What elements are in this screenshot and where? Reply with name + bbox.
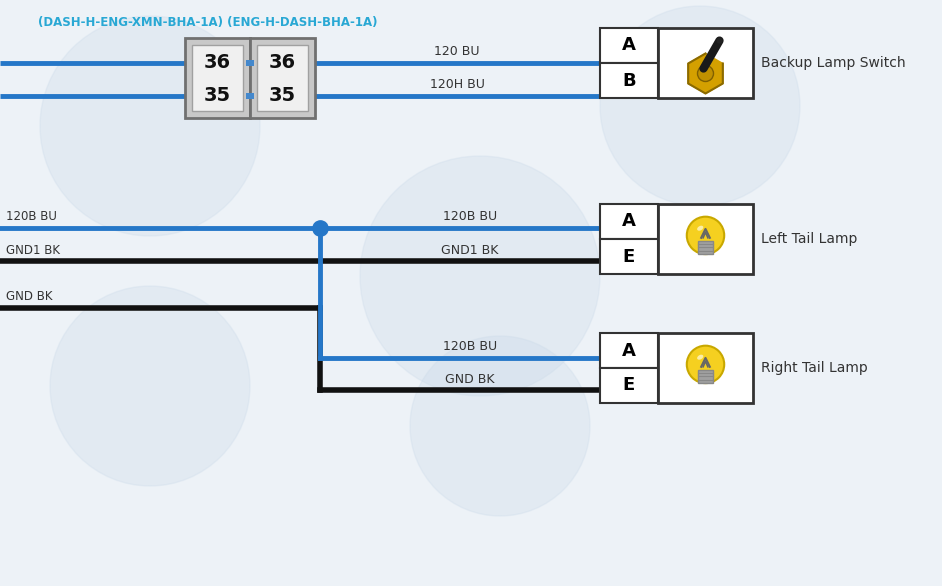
Bar — [257, 45, 308, 111]
Bar — [250, 38, 315, 118]
Circle shape — [50, 286, 250, 486]
Circle shape — [687, 217, 724, 254]
Bar — [600, 239, 658, 274]
Text: A: A — [622, 213, 636, 230]
Circle shape — [360, 156, 600, 396]
Text: Left Tail Lamp: Left Tail Lamp — [761, 232, 857, 246]
Text: E: E — [623, 247, 635, 265]
Text: GND1 BK: GND1 BK — [6, 244, 60, 257]
Circle shape — [40, 16, 260, 236]
Bar — [658, 204, 753, 274]
Polygon shape — [689, 53, 723, 94]
Bar — [600, 63, 658, 98]
Text: E: E — [623, 376, 635, 394]
Text: 120B BU: 120B BU — [443, 340, 497, 353]
Text: A: A — [622, 342, 636, 359]
Text: B: B — [622, 71, 636, 90]
Text: GND1 BK: GND1 BK — [441, 244, 498, 257]
Text: 35: 35 — [268, 86, 296, 105]
Text: GND BK: GND BK — [6, 290, 53, 303]
Bar — [185, 38, 250, 118]
Bar — [600, 28, 658, 63]
Circle shape — [600, 6, 800, 206]
Text: 120B BU: 120B BU — [443, 210, 497, 223]
Text: Backup Lamp Switch: Backup Lamp Switch — [761, 56, 905, 70]
Text: GND BK: GND BK — [446, 373, 495, 386]
Text: 35: 35 — [203, 86, 231, 105]
Text: 120H BU: 120H BU — [430, 78, 484, 91]
Circle shape — [697, 66, 713, 81]
Bar — [246, 60, 254, 66]
Bar — [600, 368, 658, 403]
Ellipse shape — [697, 355, 704, 360]
Bar — [246, 93, 254, 99]
Bar — [600, 204, 658, 239]
Bar — [698, 370, 713, 383]
Bar — [658, 28, 753, 98]
Text: 36: 36 — [268, 53, 296, 71]
Text: (DASH-H-ENG-XMN-BHA-1A) (ENG-H-DASH-BHA-1A): (DASH-H-ENG-XMN-BHA-1A) (ENG-H-DASH-BHA-… — [38, 16, 378, 29]
Bar — [192, 45, 243, 111]
Text: 120B BU: 120B BU — [6, 210, 57, 223]
Text: A: A — [622, 36, 636, 54]
Ellipse shape — [697, 226, 704, 231]
Text: 120 BU: 120 BU — [434, 45, 479, 58]
Bar — [658, 333, 753, 403]
Circle shape — [687, 346, 724, 383]
Bar — [600, 333, 658, 368]
Bar — [698, 241, 713, 254]
Text: 36: 36 — [203, 53, 231, 71]
Circle shape — [410, 336, 590, 516]
Text: Right Tail Lamp: Right Tail Lamp — [761, 361, 868, 375]
Circle shape — [717, 38, 723, 43]
